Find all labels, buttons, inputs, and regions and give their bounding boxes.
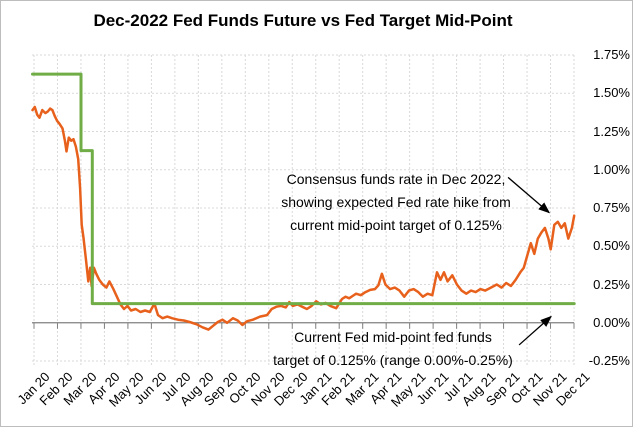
annotation-line: Consensus funds rate in Dec 2022, bbox=[256, 168, 536, 191]
annotation-consensus: Consensus funds rate in Dec 2022, showin… bbox=[256, 168, 536, 237]
annotation-line: current mid-point target of 0.125% bbox=[256, 214, 536, 237]
annotation-line: Current Fed mid-point fed funds bbox=[263, 326, 523, 349]
fed-funds-chart: Dec-2022 Fed Funds Future vs Fed Target … bbox=[0, 0, 633, 427]
annotation-target: Current Fed mid-point fed funds target o… bbox=[263, 326, 523, 372]
annotation-line: target of 0.125% (range 0.00%-0.25%) bbox=[263, 349, 523, 372]
annotation-line: showing expected Fed rate hike from bbox=[256, 191, 536, 214]
arrow-target bbox=[519, 317, 551, 345]
